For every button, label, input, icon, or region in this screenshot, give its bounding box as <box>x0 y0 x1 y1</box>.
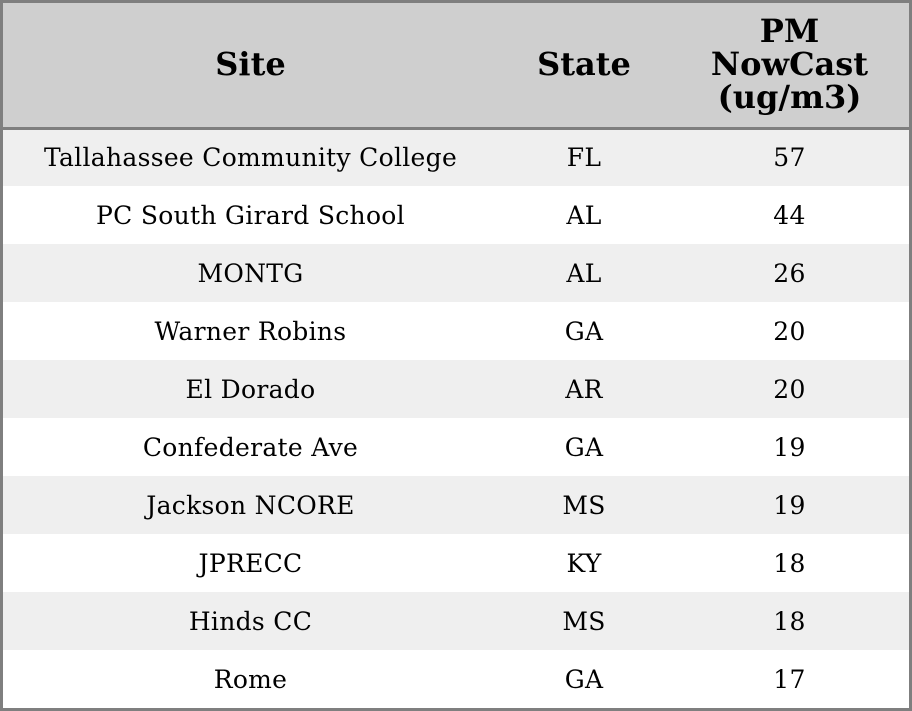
cell-site: Tallahassee Community College <box>43 143 458 173</box>
table-row: Confederate Ave GA 19 <box>3 418 909 476</box>
cell-state: MS <box>562 606 606 636</box>
table-body: Tallahassee Community College FL 57 PC S… <box>3 128 909 708</box>
cell-state: AL <box>566 258 602 288</box>
cell-state: AL <box>566 200 602 230</box>
cell-site: Warner Robins <box>154 316 347 346</box>
cell-state: KY <box>566 548 602 578</box>
header-site: Site <box>3 3 498 130</box>
cell-site: Confederate Ave <box>142 432 359 462</box>
table-row: Jackson NCORE MS 19 <box>3 476 909 534</box>
cell-site: PC South Girard School <box>96 200 405 230</box>
cell-state: MS <box>562 490 606 520</box>
data-table: Site State PM NowCast (ug/m3) Tallahasse… <box>3 3 909 708</box>
cell-state: FL <box>566 143 602 173</box>
table-row: Tallahassee Community College FL 57 <box>3 128 909 186</box>
table-row: Rome GA 17 <box>3 650 909 708</box>
cell-pm: 20 <box>773 374 806 404</box>
cell-pm: 19 <box>773 432 806 462</box>
header-state: State <box>498 3 670 130</box>
cell-pm: 17 <box>773 664 806 694</box>
cell-state: GA <box>564 316 604 346</box>
cell-site: MONTG <box>197 258 304 288</box>
table-row: Hinds CC MS 18 <box>3 592 909 650</box>
table-row: Warner Robins GA 20 <box>3 302 909 360</box>
table-header: Site State PM NowCast (ug/m3) <box>3 3 909 130</box>
cell-pm: 26 <box>773 258 806 288</box>
cell-pm: 44 <box>773 200 806 230</box>
cell-pm: 20 <box>773 316 806 346</box>
cell-site: El Dorado <box>185 374 316 404</box>
cell-site: Rome <box>213 664 288 694</box>
cell-state: AR <box>565 374 603 404</box>
table-row: JPRECC KY 18 <box>3 534 909 592</box>
cell-state: GA <box>564 432 604 462</box>
cell-pm: 19 <box>773 490 806 520</box>
cell-pm: 18 <box>773 548 806 578</box>
cell-site: JPRECC <box>198 548 303 578</box>
cell-state: GA <box>564 664 604 694</box>
cell-pm: 18 <box>773 606 806 636</box>
table-row: MONTG AL 26 <box>3 244 909 302</box>
header-row: Site State PM NowCast (ug/m3) <box>3 3 909 130</box>
cell-pm: 57 <box>773 143 806 173</box>
cell-site: Hinds CC <box>188 606 313 636</box>
table-row: El Dorado AR 20 <box>3 360 909 418</box>
cell-site: Jackson NCORE <box>146 490 355 520</box>
header-pm-nowcast: PM NowCast (ug/m3) <box>670 3 909 130</box>
table-row: PC South Girard School AL 44 <box>3 186 909 244</box>
